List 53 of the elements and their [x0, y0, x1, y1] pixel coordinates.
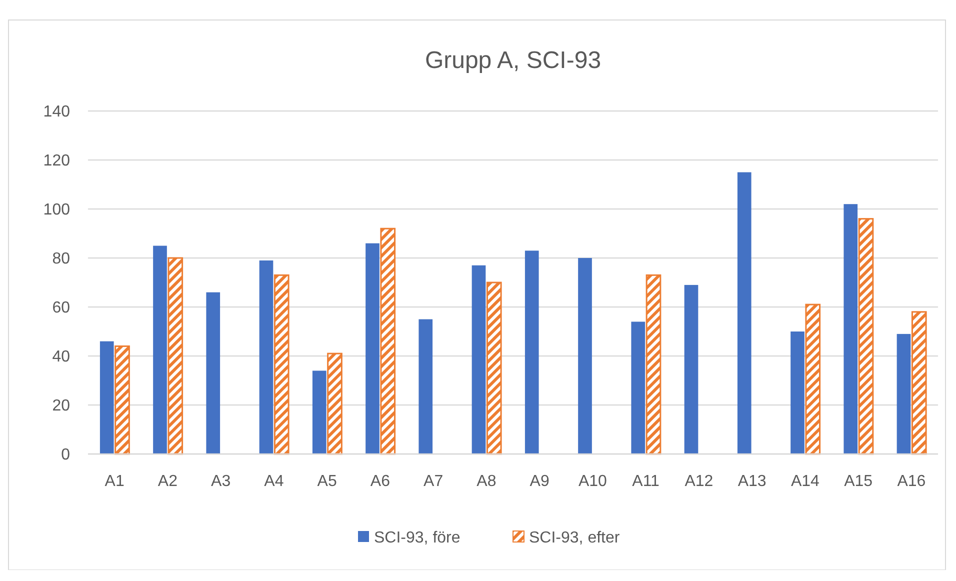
y-tick-label: 100: [43, 202, 70, 219]
bar: [327, 352, 342, 455]
bar: [380, 228, 396, 455]
bar: [896, 334, 911, 454]
x-tick-label: A1: [104, 473, 124, 490]
x-tick-label: A7: [424, 473, 444, 490]
bar: [312, 370, 326, 454]
legend-label: SCI-93, efter: [529, 530, 620, 547]
x-tick-label: A14: [790, 473, 820, 490]
bar: [259, 260, 274, 454]
x-tick-label: A3: [211, 473, 231, 490]
bar: [153, 246, 167, 454]
bar: [206, 292, 220, 454]
bar: [168, 257, 184, 455]
bar: [805, 304, 821, 455]
y-tick-label: 20: [52, 398, 70, 415]
x-tick-label: A2: [158, 473, 178, 490]
bar: [790, 332, 804, 454]
x-tick-label: A9: [530, 473, 550, 490]
bar: [578, 258, 592, 454]
legend-label: SCI-93, före: [374, 530, 460, 547]
bar: [631, 322, 646, 454]
y-tick-label: 120: [43, 152, 70, 170]
y-tick-label: 60: [52, 300, 70, 317]
x-tick-label: A12: [684, 473, 714, 490]
x-tick-label: A16: [897, 473, 926, 490]
x-tick-label: A5: [317, 473, 337, 490]
x-tick-label: A4: [264, 473, 284, 490]
bar: [684, 284, 698, 454]
bar: [472, 265, 486, 454]
y-tick-label: 80: [52, 250, 70, 268]
bar: [486, 282, 502, 455]
chart-title: Grupp A, SCI-93: [424, 47, 602, 74]
x-tick-label: A13: [738, 473, 766, 490]
y-tick-label: 140: [43, 104, 70, 121]
bar: [844, 204, 858, 454]
x-tick-label: A11: [632, 473, 660, 490]
bar: [524, 250, 539, 454]
bar: [274, 274, 290, 455]
bar: [646, 274, 662, 455]
x-tick-label: A10: [578, 473, 608, 490]
x-tick-label: A15: [844, 473, 873, 490]
y-tick-label: 0: [61, 446, 70, 464]
bar: [100, 341, 114, 454]
bar: [418, 319, 433, 454]
y-tick-label: 40: [52, 348, 70, 366]
bar: [858, 218, 874, 455]
x-tick-label: A6: [370, 473, 390, 490]
bar: [366, 243, 380, 454]
bar: [737, 172, 752, 454]
bar: [911, 311, 927, 455]
bar: [114, 345, 130, 455]
x-tick-label: A8: [476, 473, 496, 490]
